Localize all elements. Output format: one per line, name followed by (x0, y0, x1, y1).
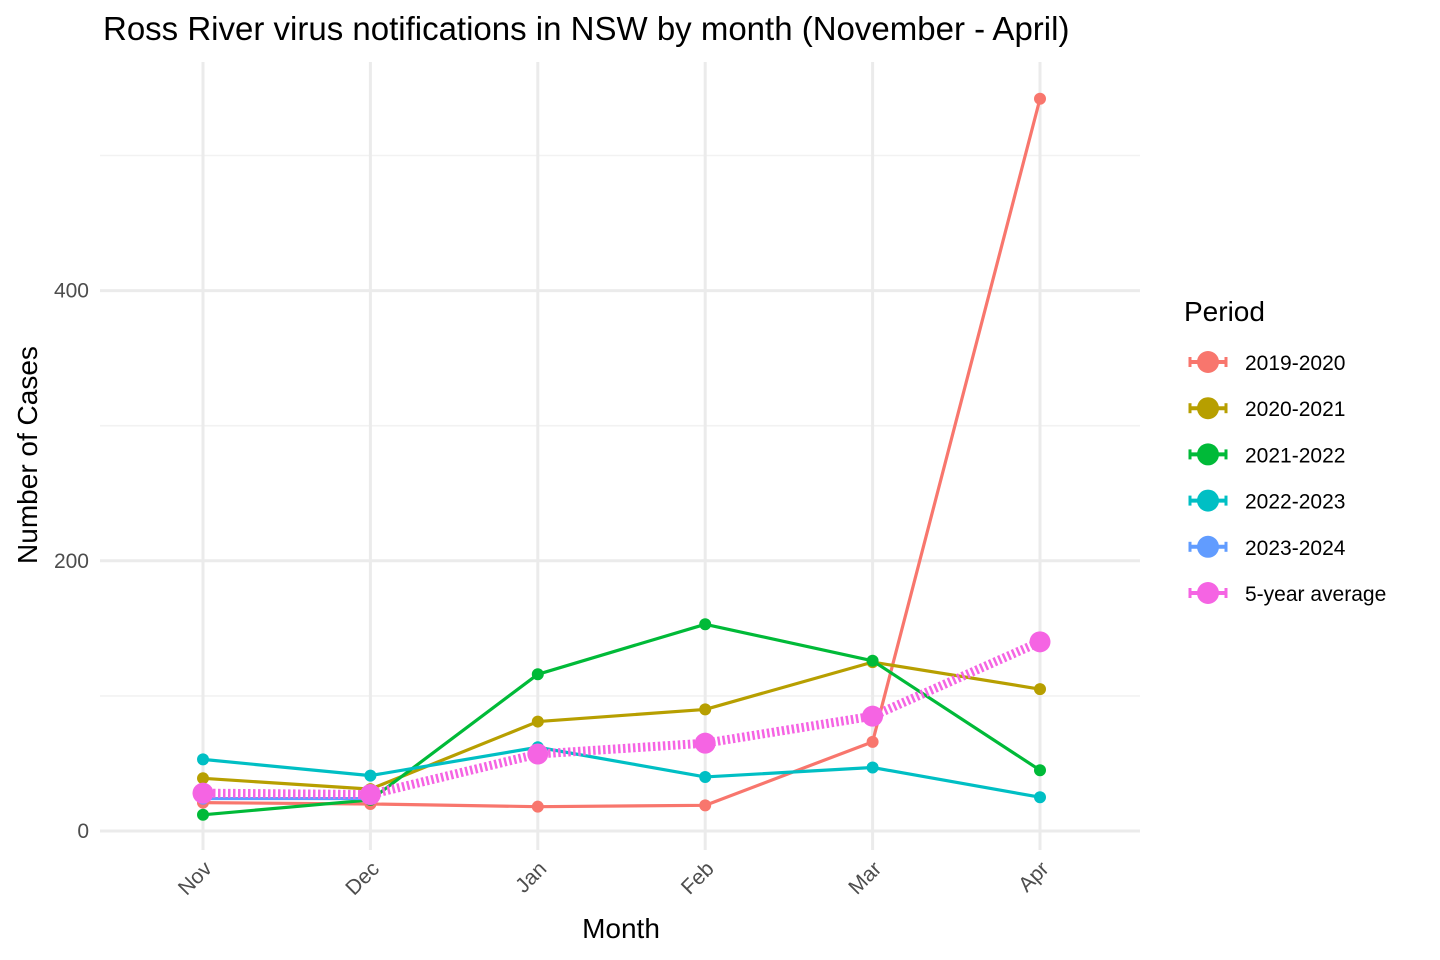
legend-key-point (1197, 443, 1219, 466)
legend-label: 5-year average (1245, 583, 1386, 606)
series-lines (192, 92, 1051, 821)
legend-item: 5-year average (1188, 582, 1386, 606)
data-point (862, 705, 884, 727)
data-point (699, 799, 712, 812)
data-point (192, 782, 214, 804)
data-point (197, 808, 209, 821)
x-tick-label: Feb (677, 857, 719, 899)
x-tick-label: Mar (844, 857, 886, 899)
series-line (202, 745, 1041, 799)
data-point (866, 654, 879, 667)
x-tick-label: Nov (174, 857, 217, 900)
series-line (202, 622, 1041, 817)
x-axis-title: Month (582, 913, 660, 944)
legend-item: 2019-2020 (1188, 351, 1345, 375)
legend-key-point (1197, 489, 1219, 512)
legend-item: 2023-2024 (1188, 535, 1346, 560)
x-tick-label: Jan (511, 857, 551, 897)
series-2022-2023 (197, 741, 1046, 804)
legend-label: 2023-2024 (1245, 537, 1346, 560)
data-point (694, 732, 716, 754)
data-point (359, 784, 381, 806)
legend-label: 2021-2022 (1245, 444, 1345, 467)
legend-key-point (1197, 535, 1219, 558)
series-2019-2020 (197, 92, 1046, 813)
series-line (202, 637, 1042, 800)
legend-label: 2022-2023 (1245, 491, 1345, 514)
data-point (866, 735, 879, 748)
chart-title: Ross River virus notifications in NSW by… (103, 10, 1069, 47)
legend-key-point (1197, 351, 1219, 373)
data-point (1034, 764, 1046, 777)
y-tick-label: 200 (54, 550, 89, 573)
x-tick-label: Apr (1014, 857, 1053, 896)
legend-label: 2019-2020 (1245, 352, 1345, 375)
grid (100, 62, 1140, 850)
data-point (1029, 631, 1051, 653)
data-point (699, 618, 712, 631)
legend-item: 2021-2022 (1188, 443, 1345, 467)
legend-label: 2020-2021 (1245, 398, 1345, 421)
data-point (197, 772, 209, 785)
data-point (1034, 791, 1046, 804)
data-point (699, 770, 712, 783)
x-axis-ticks: Nov Dec Jan Feb Mar Apr (174, 857, 1054, 900)
legend-item: 2020-2021 (1188, 397, 1345, 421)
legend-title: Period (1184, 296, 1265, 327)
legend-item: 2022-2023 (1188, 489, 1345, 514)
data-point (531, 668, 544, 681)
data-point (866, 761, 879, 774)
legend-key-point (1197, 397, 1219, 420)
legend: Period 2019-2020 2020-2021 2021-2022 2022-2… (1184, 296, 1386, 606)
data-point (527, 743, 549, 765)
data-point (1034, 683, 1046, 696)
series-5-year-average (192, 631, 1051, 806)
y-tick-label: 400 (54, 280, 89, 303)
y-axis-title: Number of Cases (12, 346, 43, 564)
y-tick-label: 0 (77, 820, 89, 843)
data-point (1034, 92, 1046, 105)
y-axis-ticks: 0 200 400 (54, 280, 89, 843)
data-point (531, 715, 544, 728)
data-point (364, 769, 377, 782)
data-point (699, 703, 712, 716)
legend-key-point (1197, 582, 1219, 604)
data-point (197, 753, 209, 766)
series-line (202, 660, 1041, 791)
data-point (531, 800, 544, 813)
x-tick-label: Dec (341, 857, 384, 900)
